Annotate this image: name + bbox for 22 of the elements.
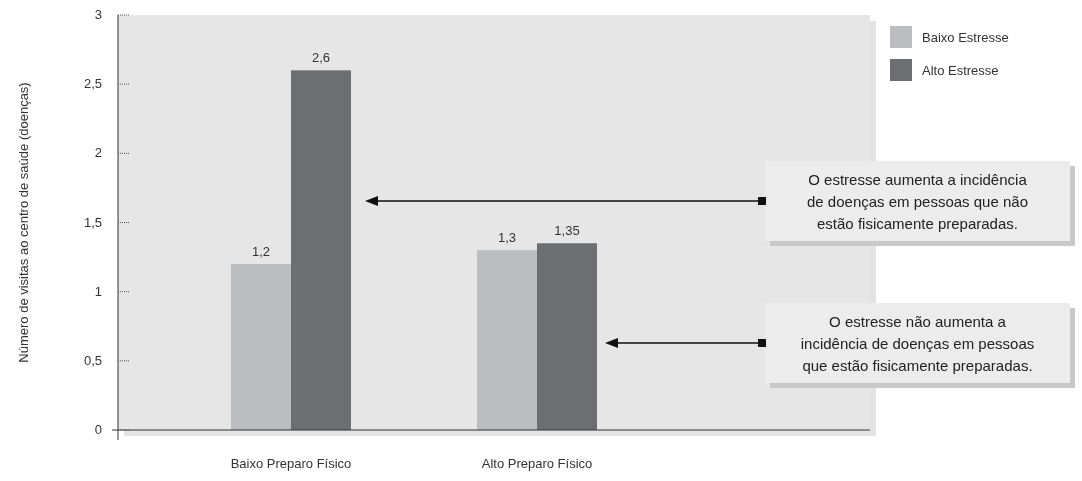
bar	[477, 250, 537, 430]
legend-label: Baixo Estresse	[922, 30, 1009, 45]
text: 1,3	[497, 230, 517, 246]
text: O estresse não aumenta a incidência de doenças em pessoas que estão fisicamente preparadas.	[800, 313, 1035, 374]
y-tick-label: 0,5	[83, 352, 102, 368]
text: O estresse aumenta a incidência de doenças em pessoas que não estão fisicamente preparadas.	[807, 171, 1028, 232]
y-tick-label: 1	[94, 283, 102, 299]
bar	[537, 243, 597, 430]
y-axis-title: Número de visitas ao centro de saúde (doenças)	[16, 82, 31, 363]
bar	[231, 264, 291, 430]
y-tick-label: 3	[94, 7, 102, 22]
y-tick-label: 2	[94, 145, 102, 161]
y-tick-label: 1,5	[83, 214, 102, 230]
text: 1,2	[251, 244, 271, 259]
legend-label: Alto Estresse	[922, 63, 999, 78]
y-tick-label: 2,5	[83, 76, 102, 92]
x-tick-label: Alto Preparo Físico	[481, 456, 593, 471]
y-tick-label: 0	[94, 422, 102, 437]
bar	[291, 70, 351, 430]
text: 2,6	[311, 50, 331, 66]
text: 1,35	[554, 223, 580, 239]
x-tick-label: Baixo Preparo Físico	[230, 456, 352, 471]
